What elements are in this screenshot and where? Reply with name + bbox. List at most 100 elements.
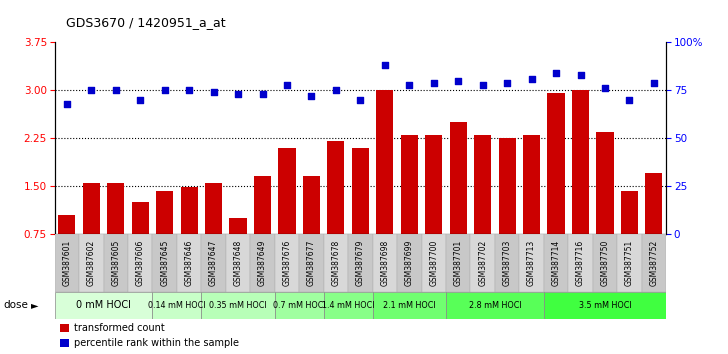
- Bar: [324, 292, 373, 319]
- Bar: [470, 234, 495, 292]
- Point: [232, 91, 244, 97]
- Text: GSM387703: GSM387703: [502, 240, 512, 286]
- Text: GSM387701: GSM387701: [454, 240, 463, 286]
- Bar: [425, 135, 443, 234]
- Point: [624, 97, 636, 103]
- Point: [355, 97, 366, 103]
- Bar: [422, 234, 446, 292]
- Text: ►: ►: [31, 300, 38, 310]
- Legend: transformed count, percentile rank within the sample: transformed count, percentile rank withi…: [57, 319, 243, 352]
- Text: GSM387714: GSM387714: [552, 240, 561, 286]
- Text: GSM387702: GSM387702: [478, 240, 487, 286]
- Text: GSM387698: GSM387698: [380, 240, 389, 286]
- Bar: [181, 187, 198, 234]
- Bar: [446, 292, 544, 319]
- Bar: [226, 234, 250, 292]
- Text: GSM387679: GSM387679: [356, 240, 365, 286]
- Bar: [107, 183, 124, 234]
- Point: [428, 80, 440, 85]
- Text: 2.1 mM HOCl: 2.1 mM HOCl: [383, 301, 435, 310]
- Point: [257, 91, 269, 97]
- Text: GSM387605: GSM387605: [111, 240, 120, 286]
- Bar: [373, 234, 397, 292]
- Bar: [202, 292, 274, 319]
- Point: [306, 93, 317, 99]
- Text: GSM387678: GSM387678: [331, 240, 341, 286]
- Text: 2.8 mM HOCl: 2.8 mM HOCl: [469, 301, 521, 310]
- Bar: [79, 234, 103, 292]
- Text: GSM387713: GSM387713: [527, 240, 536, 286]
- Text: GSM387751: GSM387751: [625, 240, 634, 286]
- Bar: [499, 138, 515, 234]
- Bar: [152, 234, 177, 292]
- Bar: [250, 234, 274, 292]
- Text: 1.4 mM HOCl: 1.4 mM HOCl: [322, 301, 374, 310]
- Point: [159, 87, 170, 93]
- Bar: [229, 218, 247, 234]
- Bar: [274, 292, 324, 319]
- Text: GSM387606: GSM387606: [135, 240, 145, 286]
- Bar: [156, 191, 173, 234]
- Bar: [352, 148, 369, 234]
- Bar: [328, 141, 344, 234]
- Bar: [202, 234, 226, 292]
- Text: GSM387601: GSM387601: [63, 240, 71, 286]
- Text: GSM387699: GSM387699: [405, 240, 414, 286]
- Point: [403, 82, 415, 87]
- Bar: [544, 234, 569, 292]
- Point: [135, 97, 146, 103]
- Bar: [617, 234, 641, 292]
- Text: 0 mM HOCl: 0 mM HOCl: [76, 300, 131, 310]
- Text: GSM387750: GSM387750: [601, 240, 609, 286]
- Point: [379, 63, 391, 68]
- Text: GSM387645: GSM387645: [160, 240, 169, 286]
- Bar: [547, 93, 565, 234]
- Text: GSM387647: GSM387647: [209, 240, 218, 286]
- Point: [477, 82, 488, 87]
- Bar: [645, 173, 662, 234]
- Bar: [103, 234, 128, 292]
- Bar: [523, 135, 540, 234]
- Bar: [128, 234, 152, 292]
- Bar: [324, 234, 348, 292]
- Point: [574, 72, 586, 78]
- Point: [183, 87, 195, 93]
- Point: [648, 80, 660, 85]
- Bar: [572, 90, 589, 234]
- Text: GSM387700: GSM387700: [430, 240, 438, 286]
- Point: [110, 87, 122, 93]
- Text: GSM387676: GSM387676: [282, 240, 291, 286]
- Point: [452, 78, 464, 84]
- Text: GSM387648: GSM387648: [234, 240, 242, 286]
- Bar: [132, 202, 149, 234]
- Point: [207, 89, 219, 95]
- Point: [281, 82, 293, 87]
- Bar: [593, 234, 617, 292]
- Point: [599, 86, 611, 91]
- Bar: [55, 292, 152, 319]
- Bar: [278, 148, 296, 234]
- Bar: [569, 234, 593, 292]
- Text: GSM387646: GSM387646: [185, 240, 194, 286]
- Text: GSM387677: GSM387677: [307, 240, 316, 286]
- Bar: [373, 292, 446, 319]
- Point: [550, 70, 562, 76]
- Point: [85, 87, 97, 93]
- Point: [61, 101, 73, 107]
- Bar: [299, 234, 324, 292]
- Bar: [303, 176, 320, 234]
- Text: 0.7 mM HOCl: 0.7 mM HOCl: [273, 301, 325, 310]
- Bar: [58, 215, 76, 234]
- Point: [330, 87, 341, 93]
- Bar: [474, 135, 491, 234]
- Bar: [274, 234, 299, 292]
- Text: 0.14 mM HOCl: 0.14 mM HOCl: [149, 301, 205, 310]
- Bar: [254, 176, 271, 234]
- Bar: [152, 292, 202, 319]
- Bar: [446, 234, 470, 292]
- Text: GSM387716: GSM387716: [576, 240, 585, 286]
- Bar: [205, 183, 222, 234]
- Text: GSM387602: GSM387602: [87, 240, 96, 286]
- Text: GSM387649: GSM387649: [258, 240, 267, 286]
- Text: dose: dose: [4, 300, 28, 310]
